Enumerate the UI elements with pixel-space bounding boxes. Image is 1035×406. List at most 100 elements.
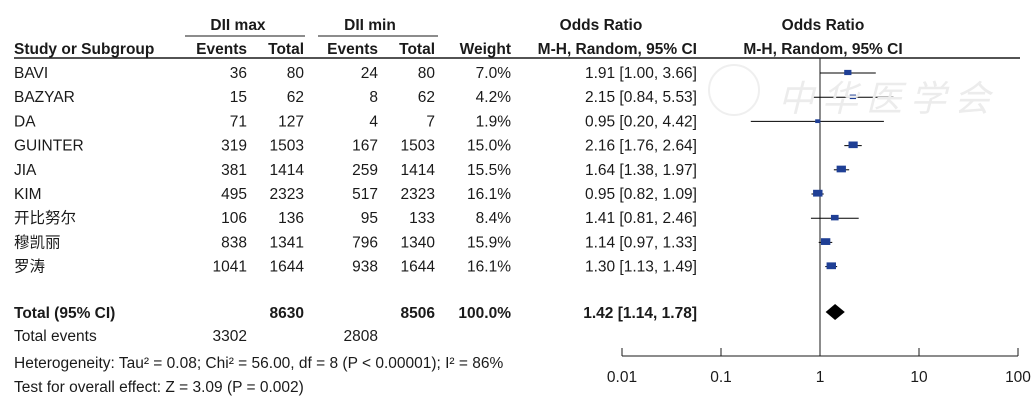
study-name: GUINTER [14,138,84,155]
total1-cell: 1644 [270,259,305,276]
study-square [844,69,852,76]
study-square [848,141,858,149]
x-axis-ticks: 0.01 0.1 1 10 100 [607,348,1031,386]
total1-cell: 2323 [270,186,304,203]
study-name: BAZYAR [14,89,75,106]
col-events2: Events [327,41,378,58]
study-name: BAVI [14,65,48,82]
events1-cell: 36 [230,65,247,82]
total-t1: 8630 [270,305,304,322]
weight-cell: 7.0% [476,65,512,82]
overall-effect-text: Test for overall effect: Z = 3.09 (P = 0… [14,379,304,396]
weight-cell: 1.9% [476,113,512,130]
total2-cell: 7 [426,113,435,130]
col-method-right: M-H, Random, 95% CI [743,41,902,58]
events2-cell: 8 [369,89,378,106]
table-row: 穆凯丽 838 1341 796 1340 15.9% 1.14 [0.97, 1.33] [14,233,697,251]
pooled-diamond [825,304,845,320]
total2-cell: 1414 [401,162,436,179]
events2-cell: 517 [352,186,378,203]
study-name: 穆凯丽 [14,233,61,251]
or-ci-cell: 0.95 [0.20, 4.42] [585,113,697,130]
table-row: JIA 381 1414 259 1414 15.5% 1.64 [1.38, 1.97] [14,162,697,179]
or-ci-cell: 1.14 [0.97, 1.33] [585,234,697,251]
study-square [813,189,823,197]
total1-cell: 127 [278,113,304,130]
study-square [849,94,857,100]
weight-cell: 15.0% [467,138,511,155]
total1-cell: 136 [278,210,304,227]
study-square [830,214,839,221]
table-row: 罗涛 1041 1644 938 1644 16.1% 1.30 [1.13, 1.49] [14,258,697,276]
or-ci-cell: 2.16 [1.76, 2.64] [585,138,697,155]
events1-cell: 15 [230,89,247,106]
events2-cell: 796 [352,234,378,251]
study-square [826,262,836,270]
table-row: DA 71 127 4 7 1.9% 0.95 [0.20, 4.42] [14,113,697,130]
total1-cell: 62 [287,89,304,106]
total-label: Total (95% CI) [14,305,115,322]
x-tick-label: 0.1 [710,369,732,386]
study-square [836,165,846,173]
table-row: GUINTER 319 1503 167 1503 15.0% 2.16 [1.76, 2.… [14,138,697,155]
events1-cell: 495 [221,186,247,203]
x-tick-label: 0.01 [607,369,637,386]
weight-cell: 16.1% [467,186,511,203]
events2-cell: 95 [361,210,378,227]
total2-cell: 2323 [401,186,435,203]
weight-cell: 15.9% [467,234,511,251]
study-rows: BAVI 36 80 24 80 7.0% 1.91 [1.00, 3.66] BAZYAR 1… [14,65,697,276]
study-name: DA [14,113,36,130]
weight-cell: 16.1% [467,259,511,276]
events1-cell: 71 [230,113,247,130]
or-ci-cell: 1.41 [0.81, 2.46] [585,210,697,227]
total2-cell: 80 [418,65,436,82]
col-total2: Total [399,41,435,58]
col-study: Study or Subgroup [14,41,154,58]
study-name: JIA [14,162,37,179]
table-row: KIM 495 2323 517 2323 16.1% 0.95 [0.82, 1.09] [14,186,697,203]
total1-cell: 1414 [270,162,305,179]
weight-cell: 8.4% [476,210,512,227]
or-ci-cell: 1.64 [1.38, 1.97] [585,162,697,179]
table-row: BAZYAR 15 62 8 62 4.2% 2.15 [0.84, 5.53] [14,89,697,106]
events1-cell: 381 [221,162,247,179]
or-ci-cell: 0.95 [0.82, 1.09] [585,186,697,203]
table-row: 开比努尔 106 136 95 133 8.4% 1.41 [0.81, 2.46] [14,209,697,227]
total2-cell: 1644 [401,259,436,276]
study-square [815,119,821,124]
weight-cell: 15.5% [467,162,511,179]
plot-marks [750,69,894,270]
events2-cell: 4 [369,113,378,130]
total2-cell: 1503 [401,138,435,155]
col-method-left: M-H, Random, 95% CI [538,41,697,58]
or-header-left: Odds Ratio [560,17,643,34]
events2-cell: 167 [352,138,378,155]
study-square [820,238,831,245]
total-weight: 100.0% [458,305,511,322]
weight-cell: 4.2% [476,89,512,106]
events2-cell: 259 [352,162,378,179]
table-row: BAVI 36 80 24 80 7.0% 1.91 [1.00, 3.66] [14,65,697,82]
heterogeneity-text: Heterogeneity: Tau² = 0.08; Chi² = 56.00… [14,355,503,372]
total-events-e1: 3302 [213,328,247,345]
group2-header: DII min [344,17,396,34]
or-ci-cell: 1.91 [1.00, 3.66] [585,65,697,82]
or-header-right: Odds Ratio [782,17,865,34]
total-events-label: Total events [14,328,97,345]
study-name: KIM [14,186,42,203]
total1-cell: 80 [287,65,305,82]
total-t2: 8506 [401,305,436,322]
study-name: 开比努尔 [14,209,76,227]
events1-cell: 106 [221,210,247,227]
or-ci-cell: 1.30 [1.13, 1.49] [585,259,697,276]
total1-cell: 1503 [270,138,304,155]
x-tick-label: 1 [816,369,825,386]
total1-cell: 1341 [270,234,304,251]
events2-cell: 24 [361,65,379,82]
x-tick-label: 100 [1005,369,1031,386]
col-weight: Weight [460,41,511,58]
col-events1: Events [196,41,247,58]
total2-cell: 133 [409,210,435,227]
